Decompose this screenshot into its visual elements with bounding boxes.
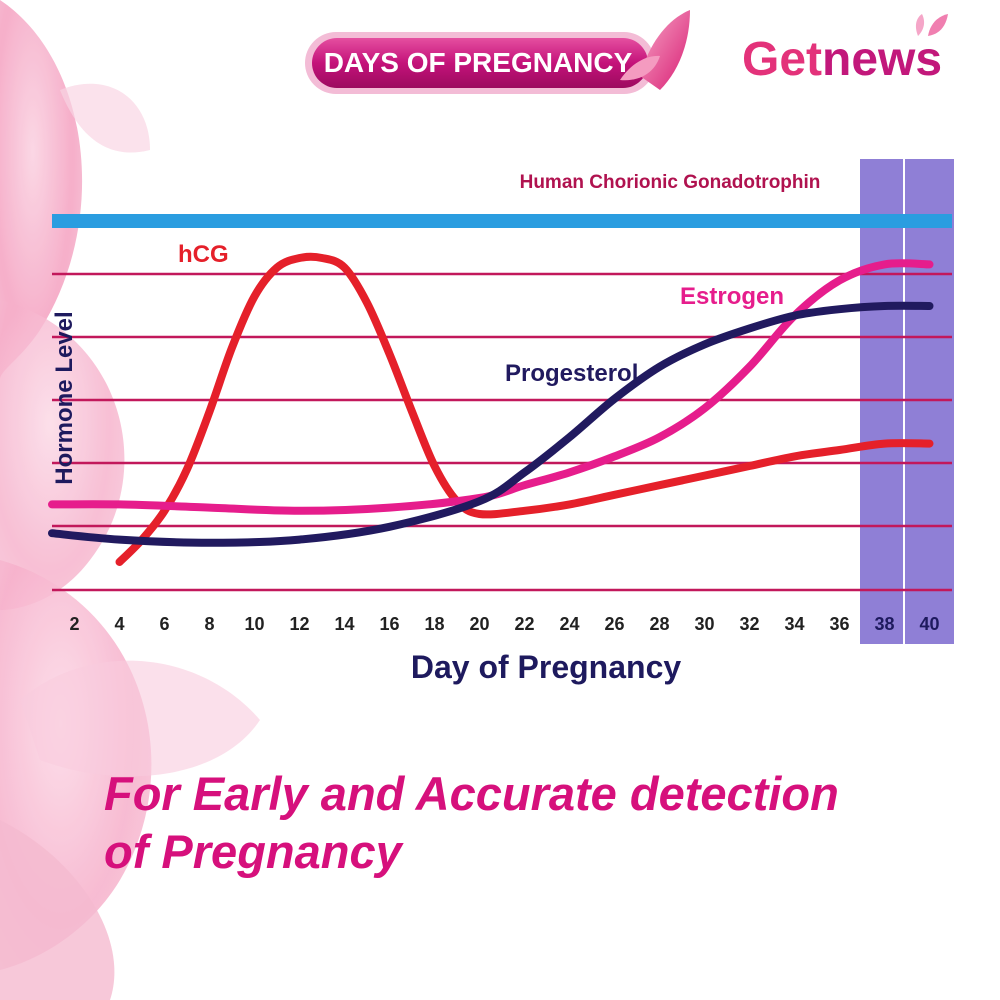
series-label-hcg: hCG xyxy=(178,241,229,268)
x-tick-4: 4 xyxy=(114,614,124,634)
hormone-chart: Human Chorionic Gonadotrophin hCG Estroge… xyxy=(48,157,956,685)
brand-get: Get xyxy=(742,33,822,86)
series-label-progesterol: Progesterol xyxy=(505,360,638,387)
leaf-icon xyxy=(640,10,690,90)
y-axis-label: Hormone Level xyxy=(51,311,78,484)
x-tick-16: 16 xyxy=(379,614,399,634)
series-labels: hCG Estrogen Progesterol xyxy=(178,241,784,387)
highlight-columns xyxy=(858,157,956,646)
chart-title: Human Chorionic Gonadotrophin xyxy=(520,172,821,193)
highlight-column-38 xyxy=(858,157,911,646)
tagline-line-1: For Early and Accurate detection xyxy=(104,767,839,820)
leaf-icon-small xyxy=(620,55,660,81)
x-tick-labels: 2 4 6 8 10 12 14 16 18 20 22 24 26 28 30 32 34 36 38 40 xyxy=(69,614,939,634)
series-line-hcg xyxy=(115,252,934,566)
x-tick-30: 30 xyxy=(694,614,714,634)
series-lines xyxy=(48,252,934,566)
x-tick-2: 2 xyxy=(69,614,79,634)
series-label-estrogen: Estrogen xyxy=(680,283,784,310)
x-tick-8: 8 xyxy=(204,614,214,634)
x-tick-22: 22 xyxy=(514,614,534,634)
x-tick-28: 28 xyxy=(649,614,669,634)
badge-title: DAYS OF PREGNANCY xyxy=(324,47,633,78)
x-tick-34: 34 xyxy=(784,614,804,634)
series-line-estrogen xyxy=(48,259,934,515)
x-tick-14: 14 xyxy=(334,614,354,634)
highlight-column-40 xyxy=(903,157,956,646)
tagline-line-2: of Pregnancy xyxy=(104,825,402,878)
x-tick-18: 18 xyxy=(424,614,444,634)
x-tick-26: 26 xyxy=(604,614,624,634)
x-tick-40: 40 xyxy=(919,614,939,634)
x-tick-32: 32 xyxy=(739,614,759,634)
x-tick-20: 20 xyxy=(469,614,489,634)
x-tick-36: 36 xyxy=(829,614,849,634)
series-line-progesterol xyxy=(48,301,934,547)
tagline: For Early and Accurate detection of Preg… xyxy=(104,765,984,881)
x-tick-10: 10 xyxy=(244,614,264,634)
x-tick-38: 38 xyxy=(874,614,894,634)
gridlines xyxy=(52,272,952,592)
x-tick-24: 24 xyxy=(559,614,579,634)
days-of-pregnancy-badge: DAYS OF PREGNANCY xyxy=(305,10,690,94)
x-tick-12: 12 xyxy=(289,614,309,634)
brand-news: news xyxy=(822,33,942,86)
petal-background xyxy=(0,0,260,1000)
x-axis-label: Day of Pregnancy xyxy=(411,649,682,685)
getnews-logo: Getnews xyxy=(742,14,948,86)
brand-leaf-icon xyxy=(928,14,948,36)
svg-text:Getnews: Getnews xyxy=(742,33,942,86)
hcg-band xyxy=(52,214,952,228)
x-tick-6: 6 xyxy=(159,614,169,634)
